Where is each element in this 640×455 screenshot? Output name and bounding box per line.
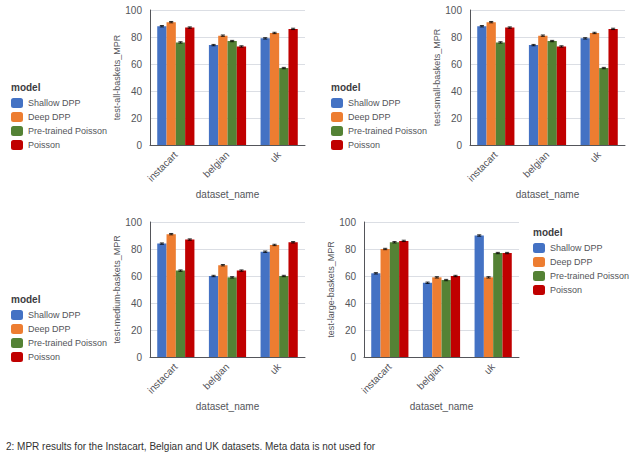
svg-text:100: 100 [445,5,462,16]
svg-text:100: 100 [339,217,356,228]
svg-text:Poisson: Poisson [348,140,380,150]
svg-text:Deep DPP: Deep DPP [550,257,593,267]
svg-text:100: 100 [125,217,142,228]
svg-text:80: 80 [131,244,143,255]
svg-text:belgian: belgian [201,361,232,392]
svg-text:test-all-baskets_MPR: test-all-baskets_MPR [112,34,122,120]
svg-text:Pre-trained Poisson: Pre-trained Poisson [550,271,629,281]
svg-text:belgian: belgian [521,149,552,180]
svg-text:100: 100 [125,5,142,16]
svg-text:uk: uk [588,149,603,164]
svg-text:dataset_name: dataset_name [196,401,260,412]
svg-text:40: 40 [131,86,143,97]
svg-text:0: 0 [456,140,462,151]
svg-text:Deep DPP: Deep DPP [28,112,71,122]
svg-text:model: model [533,227,563,238]
svg-text:Shallow DPP: Shallow DPP [28,98,81,108]
svg-text:test-small-baskets_MPR: test-small-baskets_MPR [432,28,442,126]
svg-text:instacart: instacart [465,149,500,184]
svg-text:instacart: instacart [145,361,180,396]
svg-text:Poisson: Poisson [550,285,582,295]
svg-text:60: 60 [345,271,357,282]
svg-text:instacart: instacart [145,149,180,184]
svg-text:60: 60 [131,271,143,282]
svg-text:dataset_name: dataset_name [516,189,580,200]
svg-text:Pre-trained Poisson: Pre-trained Poisson [28,338,107,348]
svg-text:0: 0 [136,140,142,151]
svg-text:uk: uk [268,149,283,164]
svg-text:40: 40 [131,298,143,309]
svg-text:Pre-trained Poisson: Pre-trained Poisson [28,126,107,136]
svg-text:uk: uk [268,361,283,376]
svg-text:60: 60 [131,59,143,70]
svg-text:Poisson: Poisson [28,352,60,362]
svg-text:Pre-trained Poisson: Pre-trained Poisson [348,126,427,136]
svg-text:Deep DPP: Deep DPP [348,112,391,122]
svg-text:belgian: belgian [415,361,446,392]
svg-text:instacart: instacart [359,361,394,396]
svg-text:2: MPR results for the Instaca: 2: MPR results for the Instacart, Belgia… [6,441,376,452]
svg-text:Shallow DPP: Shallow DPP [348,98,401,108]
svg-text:0: 0 [136,352,142,363]
svg-text:dataset_name: dataset_name [196,189,260,200]
svg-text:80: 80 [345,244,357,255]
svg-text:80: 80 [131,32,143,43]
svg-text:Deep DPP: Deep DPP [28,324,71,334]
svg-text:belgian: belgian [201,149,232,180]
svg-text:Poisson: Poisson [28,140,60,150]
svg-text:40: 40 [345,298,357,309]
svg-text:model: model [331,82,361,93]
svg-text:20: 20 [451,113,463,124]
svg-text:Shallow DPP: Shallow DPP [550,243,603,253]
svg-text:0: 0 [350,352,356,363]
svg-text:dataset_name: dataset_name [410,401,474,412]
svg-text:model: model [11,82,41,93]
svg-text:model: model [11,294,41,305]
svg-text:test-large-baskets_MPR: test-large-baskets_MPR [326,241,336,338]
svg-text:uk: uk [482,361,497,376]
svg-text:80: 80 [451,32,463,43]
svg-text:60: 60 [451,59,463,70]
svg-text:40: 40 [451,86,463,97]
svg-text:Shallow DPP: Shallow DPP [28,310,81,320]
svg-text:20: 20 [131,325,143,336]
svg-text:20: 20 [345,325,357,336]
svg-text:20: 20 [131,113,143,124]
svg-text:test-medium-baskets_MPR: test-medium-baskets_MPR [112,235,122,344]
